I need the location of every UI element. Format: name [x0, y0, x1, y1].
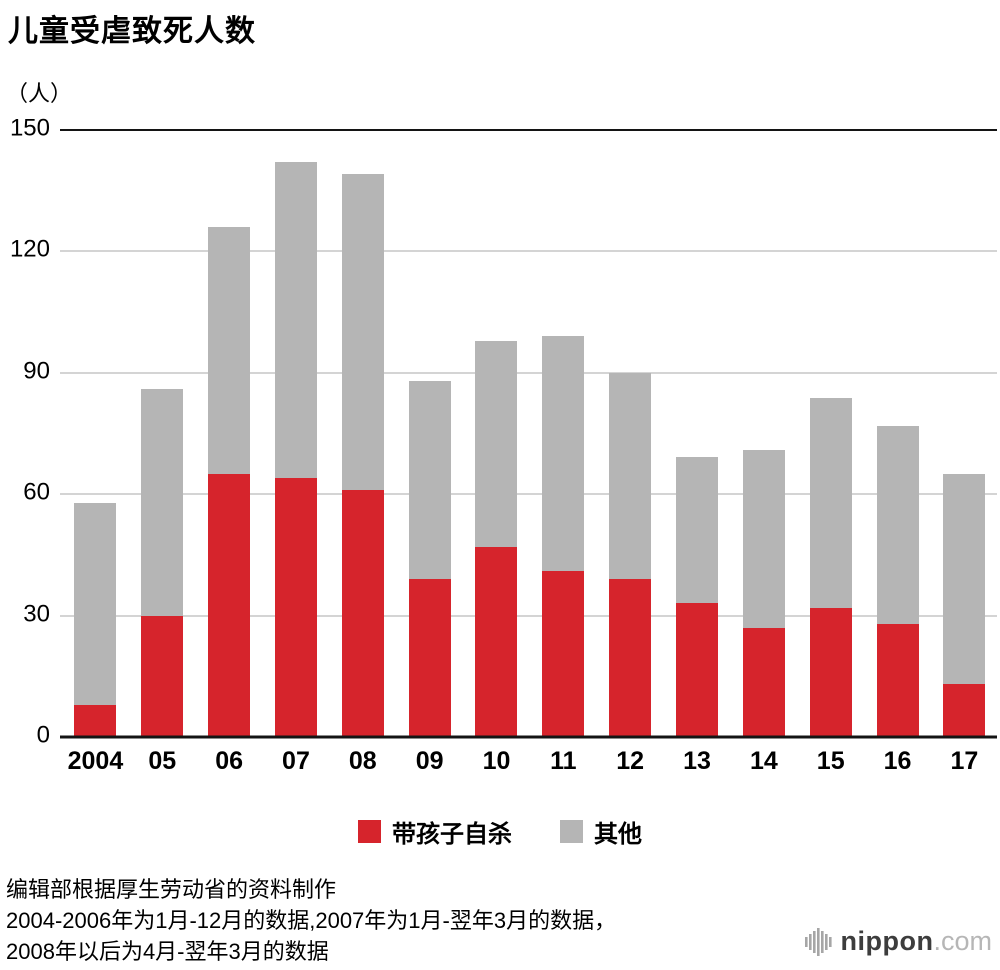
gridline-120	[60, 250, 997, 252]
y-tick-label-150: 150	[9, 114, 50, 142]
x-tick-label-13: 13	[683, 747, 711, 775]
bar-06-other-segment	[208, 227, 251, 474]
nippon-logo: nippon.com	[804, 926, 992, 957]
logo-suffix-text: .com	[933, 926, 992, 956]
x-tick-label-10: 10	[482, 747, 511, 775]
x-tick-label-08: 08	[348, 747, 377, 775]
plot: 0 30 60 90 120 150	[0, 115, 1000, 749]
bar-15-other-segment	[809, 398, 852, 608]
bar-15-suicide-segment	[809, 608, 852, 737]
legend-item-other: 其他	[560, 814, 642, 849]
chart-title: 儿童受虐致死人数	[8, 15, 256, 48]
bar-15	[809, 398, 852, 737]
bar-05	[141, 389, 184, 737]
x-tick-label-09: 09	[415, 747, 444, 775]
legend: 带孩子自杀 其他	[0, 814, 1000, 849]
y-tick-label-0: 0	[36, 721, 50, 749]
bar-10	[475, 341, 518, 737]
bar-06-suicide-segment	[208, 474, 251, 737]
bar-11-other-segment	[542, 336, 585, 571]
bar-08-suicide-segment	[341, 490, 384, 737]
bar-12-suicide-segment	[609, 579, 652, 737]
footnotes: 编辑部根据厚生劳动省的资料制作 2004-2006年为1月-12月的数据,200…	[6, 874, 616, 967]
legend-item-suicide: 带孩子自杀	[358, 814, 512, 849]
bar-2004-suicide-segment	[74, 705, 117, 737]
bar-16	[876, 426, 919, 737]
bar-11	[542, 336, 585, 737]
x-tick-label-07: 07	[282, 747, 310, 775]
bar-08-other-segment	[341, 174, 384, 490]
bar-14-suicide-segment	[742, 628, 785, 737]
y-axis-unit-label: （人）	[6, 81, 73, 106]
legend-label-suicide: 带孩子自杀	[392, 821, 512, 848]
gridline-150	[60, 129, 997, 131]
x-tick-label-14: 14	[749, 747, 778, 775]
gridline-0	[60, 735, 997, 739]
bar-11-suicide-segment	[542, 571, 585, 737]
footnote-line-period-2: 2008年以后为4月-翌年3月的数据	[6, 939, 329, 964]
x-tick-label-11: 11	[550, 747, 577, 775]
x-tick-label-2004: 2004	[67, 747, 124, 775]
nippon-logo-waveform-icon	[804, 927, 832, 956]
bar-16-suicide-segment	[876, 624, 919, 737]
bar-2004	[74, 503, 117, 737]
legend-label-other: 其他	[594, 821, 642, 848]
bar-13-other-segment	[676, 457, 719, 603]
bar-2004-other-segment	[74, 503, 117, 705]
bar-16-other-segment	[876, 426, 919, 624]
x-axis-labels: 2004 05 06 07 08 09 10 11 12 13 14 15 16 17	[62, 747, 998, 776]
bar-13-suicide-segment	[676, 603, 719, 737]
legend-swatch	[358, 820, 381, 843]
bar-07-other-segment	[274, 162, 317, 478]
bar-05-other-segment	[141, 389, 184, 616]
bar-12-other-segment	[609, 373, 652, 579]
x-tick-label-06: 06	[215, 747, 244, 775]
footnote-line-source: 编辑部根据厚生劳动省的资料制作	[6, 877, 337, 902]
bar-09	[408, 381, 451, 737]
bar-17-suicide-segment	[943, 684, 986, 737]
y-tick-label-90: 90	[23, 357, 50, 385]
footnote-line-period-1: 2004-2006年为1月-12月的数据,2007年为1月-翌年3月的数据，	[6, 908, 617, 933]
bar-09-suicide-segment	[408, 579, 451, 737]
bar-07-suicide-segment	[274, 478, 317, 737]
legend-swatch	[560, 820, 583, 843]
bar-08	[341, 174, 384, 737]
bar-13	[676, 457, 719, 737]
bar-10-other-segment	[475, 341, 518, 547]
y-tick-label-60: 60	[23, 478, 50, 506]
gridline-30	[60, 615, 997, 617]
logo-brand-text: nippon	[840, 926, 934, 956]
y-tick-label-30: 30	[23, 600, 50, 628]
bar-10-suicide-segment	[475, 547, 518, 737]
bars	[62, 130, 998, 737]
x-tick-label-05: 05	[148, 747, 177, 775]
bar-17	[943, 474, 986, 737]
x-tick-label-16: 16	[883, 747, 912, 775]
bar-14-other-segment	[742, 450, 785, 628]
bar-12	[609, 373, 652, 737]
bar-09-other-segment	[408, 381, 451, 579]
gridline-90	[60, 372, 997, 374]
bar-17-other-segment	[943, 474, 986, 684]
x-tick-label-17: 17	[950, 747, 979, 775]
x-tick-label-15: 15	[816, 747, 845, 775]
bar-07	[274, 162, 317, 737]
y-tick-label-120: 120	[9, 235, 50, 263]
bar-06	[208, 227, 251, 737]
bar-05-suicide-segment	[141, 616, 184, 737]
gridline-60	[60, 493, 997, 495]
x-tick-label-12: 12	[616, 747, 645, 775]
bar-14	[742, 450, 785, 737]
